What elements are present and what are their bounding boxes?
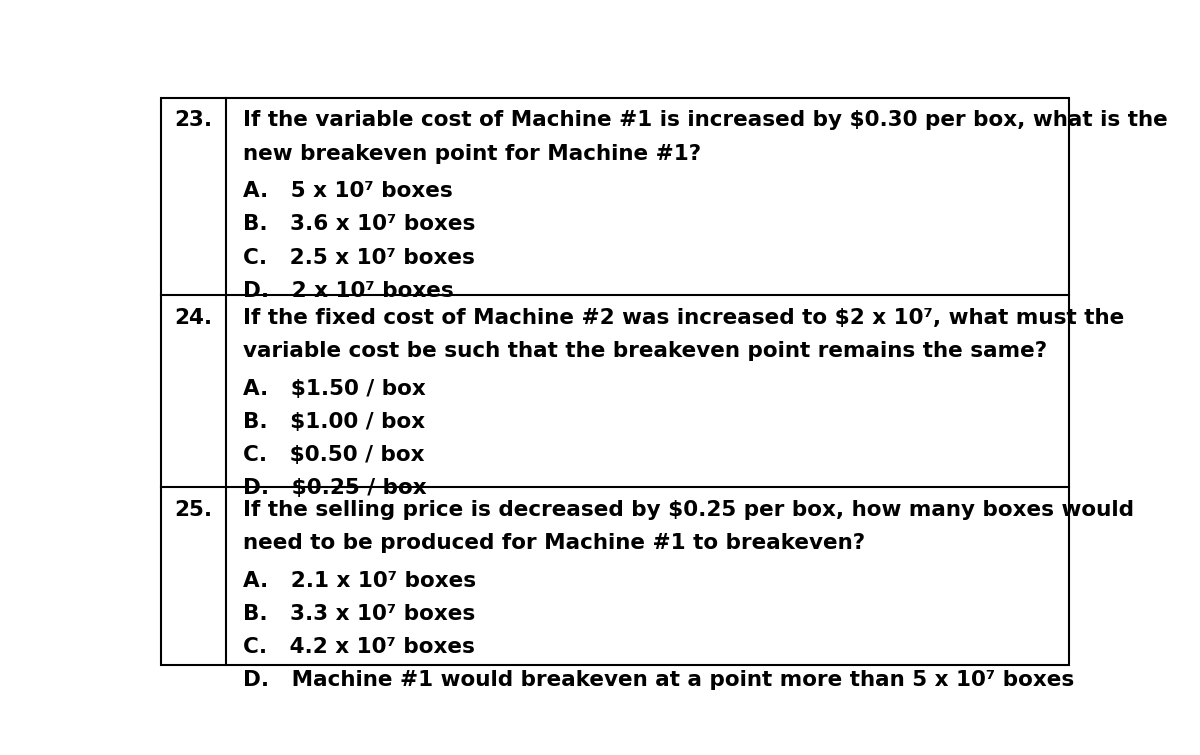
Text: If the variable cost of Machine #1 is increased by $0.30 per box, what is the: If the variable cost of Machine #1 is in… [242,110,1168,131]
Text: 25.: 25. [175,500,212,520]
Text: A.   5 x 10⁷ boxes: A. 5 x 10⁷ boxes [242,181,452,202]
Text: A.   $1.50 / box: A. $1.50 / box [242,379,426,399]
Text: D.   Machine #1 would breakeven at a point more than 5 x 10⁷ boxes: D. Machine #1 would breakeven at a point… [242,670,1074,690]
Text: B.   $1.00 / box: B. $1.00 / box [242,412,425,432]
Text: B.   3.6 x 10⁷ boxes: B. 3.6 x 10⁷ boxes [242,214,475,235]
Text: B.   3.3 x 10⁷ boxes: B. 3.3 x 10⁷ boxes [242,604,475,624]
Text: 24.: 24. [175,308,212,328]
Text: D.   2 x 10⁷ boxes: D. 2 x 10⁷ boxes [242,281,454,300]
Text: need to be produced for Machine #1 to breakeven?: need to be produced for Machine #1 to br… [242,533,865,553]
Text: If the selling price is decreased by $0.25 per box, how many boxes would: If the selling price is decreased by $0.… [242,500,1134,520]
Text: C.   2.5 x 10⁷ boxes: C. 2.5 x 10⁷ boxes [242,248,475,267]
Text: D.   $0.25 / box: D. $0.25 / box [242,479,427,498]
Text: new breakeven point for Machine #1?: new breakeven point for Machine #1? [242,143,701,164]
Text: 23.: 23. [175,110,212,131]
Text: If the fixed cost of Machine #2 was increased to $2 x 10⁷, what must the: If the fixed cost of Machine #2 was incr… [242,308,1124,328]
Text: C.   4.2 x 10⁷ boxes: C. 4.2 x 10⁷ boxes [242,637,475,657]
Text: variable cost be such that the breakeven point remains the same?: variable cost be such that the breakeven… [242,341,1048,361]
Text: C.   $0.50 / box: C. $0.50 / box [242,445,425,465]
Text: A.   2.1 x 10⁷ boxes: A. 2.1 x 10⁷ boxes [242,571,476,591]
